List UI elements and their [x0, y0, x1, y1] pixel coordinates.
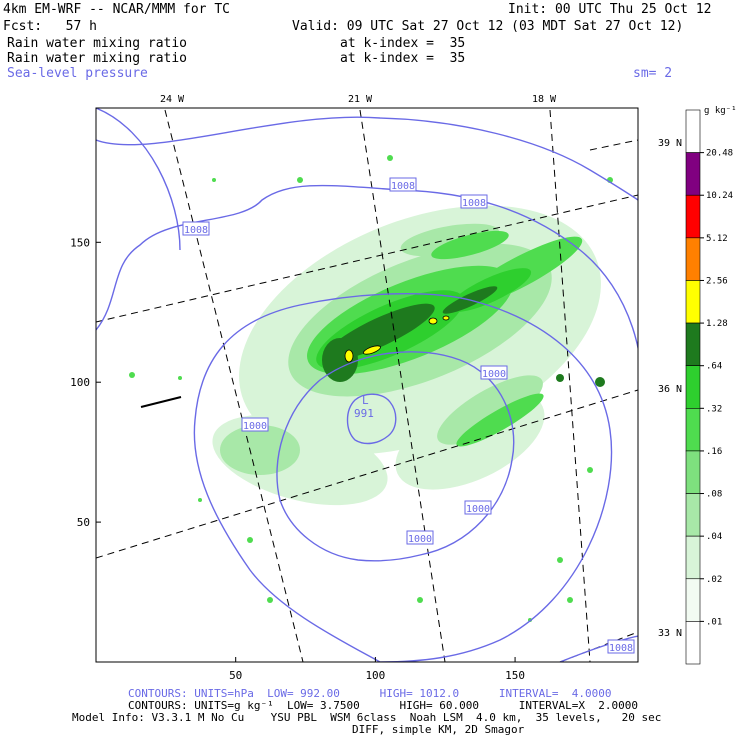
low-symbol: L: [362, 394, 369, 407]
svg-text:1008: 1008: [462, 198, 486, 209]
colorbar-swatch: [685, 450, 701, 494]
x-tick-label: 50: [229, 669, 242, 682]
svg-text:1008: 1008: [609, 643, 633, 654]
low-center-marker: L 991: [354, 394, 374, 420]
y-tick-label: 50: [77, 516, 90, 529]
contour-label: 1000: [464, 500, 492, 515]
lon-label: 24 W: [160, 94, 185, 105]
colorbar-swatch: [685, 408, 701, 452]
svg-text:1000: 1000: [243, 421, 267, 432]
lon-label: 18 W: [532, 94, 557, 105]
map-frame: [95, 107, 639, 663]
colorbar-swatch: [685, 109, 701, 153]
contour-label: 1008: [182, 221, 210, 236]
field1-level: at k-index = 35: [340, 36, 466, 51]
colorbar-level: .04: [706, 532, 722, 542]
svg-text:1008: 1008: [391, 181, 415, 192]
colorbar-level: 20.48: [706, 149, 733, 159]
y-tick-label: 150: [70, 236, 90, 249]
svg-text:1000: 1000: [408, 534, 432, 545]
contour-info-rain: CONTOURS: UNITS=g kg⁻¹ LOW= 3.7500 HIGH=…: [128, 699, 638, 712]
init-time: Init: 00 UTC Thu 25 Oct 12: [508, 2, 712, 17]
colorbar-swatch: [685, 237, 701, 281]
model-info: Model Info: V3.3.1 M No Cu YSU PBL WSM 6…: [72, 711, 662, 724]
contour-label: 1008: [389, 177, 417, 192]
colorbar-swatch: [685, 322, 701, 366]
colorbar-level: .08: [706, 490, 722, 500]
field1-name: Rain water mixing ratio: [7, 36, 188, 51]
colorbar-level: 2.56: [706, 276, 728, 286]
lat-label: 33 N: [658, 628, 682, 639]
smoothing-label: sm= 2: [633, 66, 673, 81]
colorbar-level: .02: [706, 575, 722, 585]
svg-text:1000: 1000: [466, 504, 490, 515]
y-tick-label: 100: [70, 376, 90, 389]
pressure-contours: [96, 108, 638, 662]
colorbar-level: .16: [706, 447, 722, 457]
contour-label: 1008: [460, 194, 488, 209]
svg-text:1008: 1008: [184, 225, 208, 236]
low-value: 991: [354, 407, 374, 420]
field2-level: at k-index = 35: [340, 51, 466, 66]
colorbar-swatch: [685, 535, 701, 580]
field3-name: Sea-level pressure: [7, 66, 148, 81]
contour-label: 1000: [241, 417, 269, 432]
colorbar-units: g kg⁻¹: [704, 106, 737, 116]
model-title: 4km EM-WRF -- NCAR/MMM for TC: [3, 2, 230, 17]
colorbar-swatch: [685, 621, 701, 665]
x-tick-label: 100: [365, 669, 385, 682]
svg-text:1000: 1000: [482, 369, 506, 380]
lat-label: 39 N: [658, 138, 682, 149]
colorbar-level: .32: [706, 404, 722, 414]
colorbar-swatch: [685, 152, 701, 196]
pressure-labels: 1008 1008 1008 1000 1000 1000 1000 1008: [182, 177, 635, 654]
forecast-hour: Fcst: 57 h: [3, 19, 97, 34]
colorbar-level: 1.28: [706, 319, 728, 329]
colorbar-level: .64: [706, 362, 722, 372]
contour-info-pressure: CONTOURS: UNITS=hPa LOW= 992.00 HIGH= 10…: [128, 687, 612, 700]
rain-field: [129, 155, 613, 622]
axis-ticks: 50 100 150 50 100 150 24 W 21 W 18 W 39 N 36 N 33 N: [70, 94, 682, 682]
contour-label: 1000: [480, 365, 508, 380]
lon-label: 21 W: [348, 94, 373, 105]
colorbar-swatch: [685, 194, 701, 239]
lat-label: 36 N: [658, 384, 682, 395]
colorbar-level: 10.24: [706, 191, 733, 201]
colorbar: g kg⁻¹ 20.48 10.24 5.12 2.56 1.28 .64 .32 .16 .08…: [685, 106, 737, 665]
colorbar-level: 5.12: [706, 234, 728, 244]
map-area: L 991 1008 1008 1008 1000 1000 1000 1000 1008: [96, 108, 638, 662]
colorbar-swatch: [685, 280, 701, 324]
physics-info: DIFF, simple KM, 2D Smagor: [352, 723, 525, 736]
colorbar-swatch: [685, 365, 701, 409]
field2-name: Rain water mixing ratio: [7, 51, 188, 66]
colorbar-level: .01: [706, 617, 722, 627]
colorbar-swatch: [685, 493, 701, 537]
contour-label: 1000: [406, 530, 434, 545]
contour-label: 1008: [607, 639, 635, 654]
x-tick-label: 150: [505, 669, 525, 682]
valid-time: Valid: 09 UTC Sat 27 Oct 12 (03 MDT Sat …: [292, 19, 684, 34]
colorbar-swatch: [685, 578, 701, 622]
